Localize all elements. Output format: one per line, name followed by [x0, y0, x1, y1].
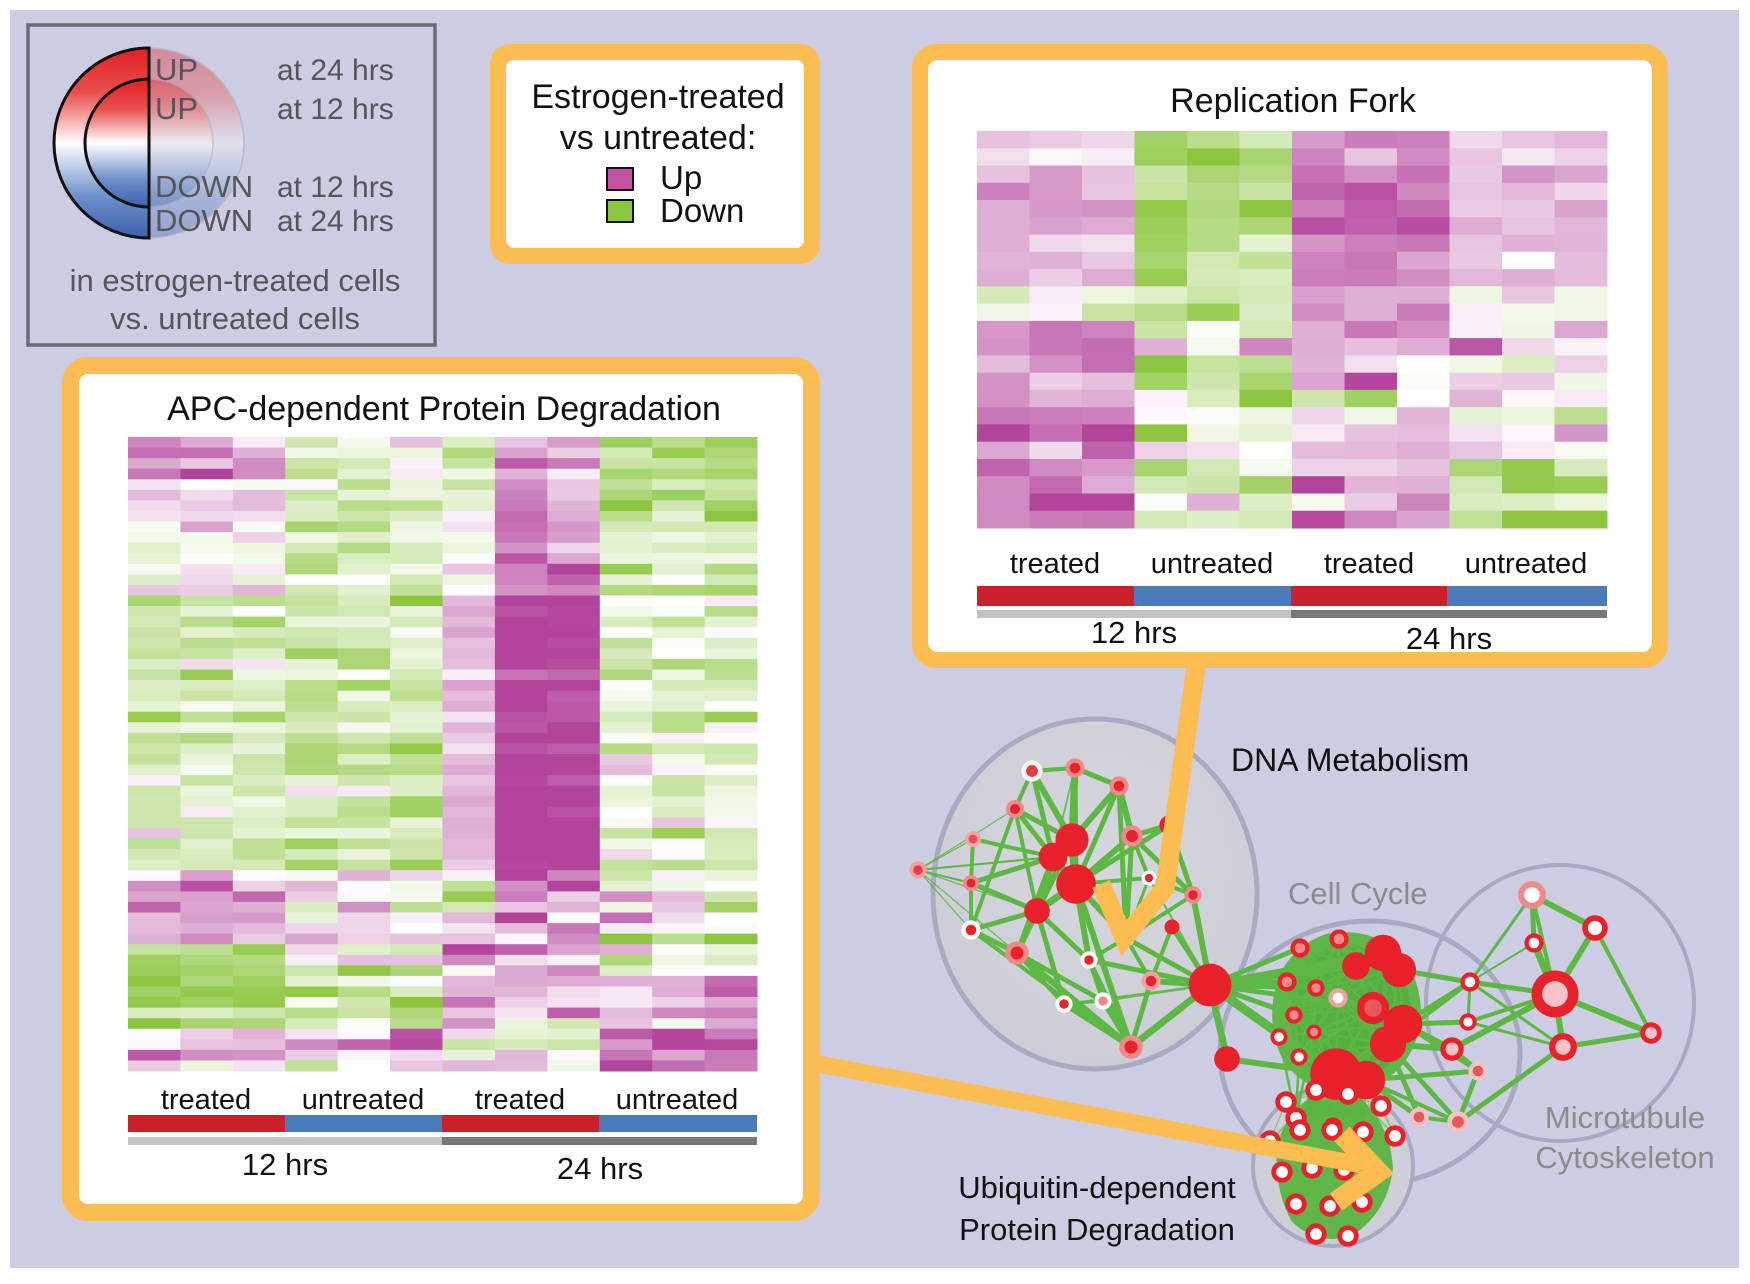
svg-text:12 hrs: 12 hrs — [1091, 615, 1177, 650]
svg-text:24 hrs: 24 hrs — [1406, 621, 1492, 656]
svg-text:Protein Degradation: Protein Degradation — [959, 1212, 1235, 1247]
svg-text:Up: Up — [660, 159, 702, 196]
svg-text:treated: treated — [1324, 548, 1414, 580]
svg-text:at 24 hrs: at 24 hrs — [277, 54, 394, 87]
svg-text:Ubiquitin-dependent: Ubiquitin-dependent — [958, 1170, 1236, 1205]
svg-text:12 hrs: 12 hrs — [242, 1147, 328, 1182]
svg-text:vs untreated:: vs untreated: — [560, 119, 757, 157]
svg-text:vs. untreated cells: vs. untreated cells — [110, 301, 360, 336]
svg-text:Replication Fork: Replication Fork — [1170, 82, 1417, 120]
svg-text:treated: treated — [1010, 548, 1100, 580]
svg-text:Estrogen-treated: Estrogen-treated — [531, 78, 784, 116]
svg-text:treated: treated — [475, 1084, 565, 1116]
svg-text:at 24 hrs: at 24 hrs — [277, 205, 394, 238]
svg-text:DOWN: DOWN — [155, 169, 253, 204]
svg-text:in estrogen-treated cells: in estrogen-treated cells — [70, 263, 401, 298]
svg-text:UP: UP — [155, 52, 198, 87]
svg-text:Cytoskeleton: Cytoskeleton — [1535, 1140, 1714, 1175]
svg-text:at 12 hrs: at 12 hrs — [277, 171, 394, 204]
svg-text:Microtubule: Microtubule — [1545, 1100, 1705, 1135]
svg-text:Down: Down — [660, 192, 744, 229]
svg-text:Cell Cycle: Cell Cycle — [1288, 876, 1428, 911]
svg-text:24 hrs: 24 hrs — [557, 1151, 643, 1186]
svg-text:untreated: untreated — [1465, 548, 1588, 580]
svg-text:DOWN: DOWN — [155, 203, 253, 238]
svg-text:treated: treated — [161, 1084, 251, 1116]
svg-text:untreated: untreated — [616, 1084, 739, 1116]
svg-text:untreated: untreated — [1151, 548, 1274, 580]
svg-text:untreated: untreated — [302, 1084, 425, 1116]
svg-text:UP: UP — [155, 91, 198, 126]
svg-text:DNA Metabolism: DNA Metabolism — [1231, 742, 1469, 778]
svg-text:at 12 hrs: at 12 hrs — [277, 93, 394, 126]
svg-text:APC-dependent Protein Degradat: APC-dependent Protein Degradation — [167, 390, 721, 428]
